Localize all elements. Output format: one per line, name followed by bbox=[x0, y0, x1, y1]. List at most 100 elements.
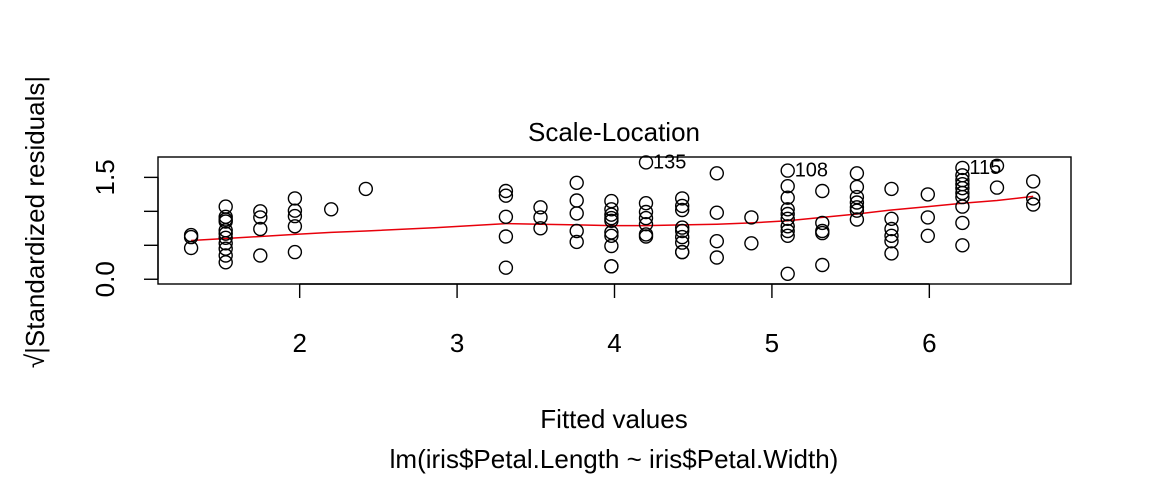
data-point bbox=[287, 219, 303, 234]
data-point bbox=[498, 229, 514, 244]
data-point bbox=[780, 178, 795, 194]
model-formula: lm(iris$Petal.Length ~ iris$Petal.Width) bbox=[390, 444, 839, 474]
data-point bbox=[638, 229, 654, 244]
data-point bbox=[218, 214, 233, 229]
data-point bbox=[884, 181, 899, 197]
x-axis: 2 3 4 5 6 bbox=[292, 283, 937, 358]
data-point bbox=[709, 233, 724, 249]
data-point bbox=[675, 202, 690, 218]
data-point bbox=[604, 202, 619, 217]
data-point bbox=[849, 179, 865, 195]
data-point bbox=[780, 190, 795, 205]
data-point bbox=[709, 250, 724, 265]
data-point bbox=[498, 188, 514, 203]
data-point bbox=[709, 205, 724, 220]
data-point bbox=[709, 166, 724, 181]
data-point bbox=[780, 219, 795, 234]
data-point bbox=[218, 199, 233, 214]
data-point bbox=[675, 229, 690, 245]
data-point bbox=[569, 206, 584, 221]
data-point bbox=[324, 202, 339, 217]
data-point bbox=[1025, 191, 1041, 206]
data-point bbox=[780, 202, 795, 217]
outlier-point bbox=[638, 155, 654, 170]
x-tick-label: 3 bbox=[450, 328, 464, 358]
data-point bbox=[675, 244, 690, 260]
data-point bbox=[218, 236, 233, 251]
data-point bbox=[849, 200, 865, 215]
data-point bbox=[218, 255, 233, 270]
data-point bbox=[780, 266, 795, 281]
data-point bbox=[604, 228, 619, 244]
data-point bbox=[498, 183, 514, 199]
data-point bbox=[920, 210, 935, 225]
y-tick-label: 1.5 bbox=[90, 159, 120, 195]
data-point bbox=[675, 220, 690, 235]
data-point bbox=[498, 260, 514, 275]
data-point bbox=[218, 226, 233, 241]
data-point bbox=[920, 187, 935, 202]
data-point bbox=[884, 233, 899, 249]
data-point bbox=[884, 228, 899, 244]
data-point bbox=[218, 248, 233, 263]
y-axis-label: √|Standardized residuals| bbox=[20, 76, 50, 368]
data-point bbox=[815, 183, 830, 199]
data-point bbox=[287, 208, 303, 224]
data-point bbox=[253, 248, 268, 263]
data-point bbox=[675, 191, 690, 206]
smoother-line bbox=[191, 195, 1034, 242]
data-point bbox=[253, 210, 268, 225]
residual-points bbox=[183, 158, 1041, 281]
data-point bbox=[358, 181, 373, 197]
data-point bbox=[780, 211, 795, 227]
data-point bbox=[815, 215, 830, 231]
data-point bbox=[604, 213, 619, 229]
outlier-point bbox=[955, 160, 970, 176]
x-tick-label: 6 bbox=[922, 328, 936, 358]
data-point bbox=[287, 191, 303, 206]
data-point bbox=[1025, 174, 1041, 189]
data-point bbox=[955, 180, 970, 196]
data-point bbox=[569, 234, 584, 250]
data-point bbox=[955, 189, 970, 205]
data-point bbox=[955, 199, 970, 214]
data-point bbox=[638, 204, 654, 220]
data-point bbox=[744, 210, 759, 225]
data-point bbox=[955, 238, 970, 253]
data-point bbox=[780, 223, 795, 239]
outlier-label: 115 bbox=[969, 157, 1001, 179]
data-point bbox=[780, 228, 795, 244]
y-tick-label: 0.0 bbox=[90, 261, 120, 297]
chart-title: Scale-Location bbox=[528, 117, 700, 147]
x-tick-label: 2 bbox=[292, 328, 306, 358]
data-point bbox=[569, 175, 584, 191]
outlier-label: 135 bbox=[653, 151, 686, 173]
data-point bbox=[849, 166, 865, 181]
data-point bbox=[253, 221, 268, 237]
data-point bbox=[533, 221, 548, 236]
data-point bbox=[675, 223, 690, 239]
data-point bbox=[849, 212, 865, 227]
data-point bbox=[253, 204, 268, 219]
data-point bbox=[920, 228, 935, 244]
data-point bbox=[183, 240, 199, 256]
y-axis: 0.0 1.5 bbox=[90, 159, 159, 297]
data-point bbox=[218, 230, 233, 246]
outlier-point bbox=[780, 163, 795, 178]
data-point bbox=[884, 221, 899, 237]
data-point bbox=[849, 203, 865, 218]
data-point bbox=[955, 215, 970, 231]
data-point bbox=[287, 203, 303, 218]
data-point bbox=[638, 195, 654, 211]
data-point bbox=[638, 210, 654, 226]
data-point bbox=[533, 210, 548, 225]
data-point bbox=[884, 246, 899, 261]
x-tick-label: 5 bbox=[765, 328, 779, 358]
data-point bbox=[498, 209, 514, 225]
data-point bbox=[569, 223, 584, 239]
data-point bbox=[815, 257, 830, 273]
outlier-label: 108 bbox=[795, 160, 828, 182]
data-point bbox=[604, 238, 619, 254]
data-point bbox=[675, 235, 690, 250]
